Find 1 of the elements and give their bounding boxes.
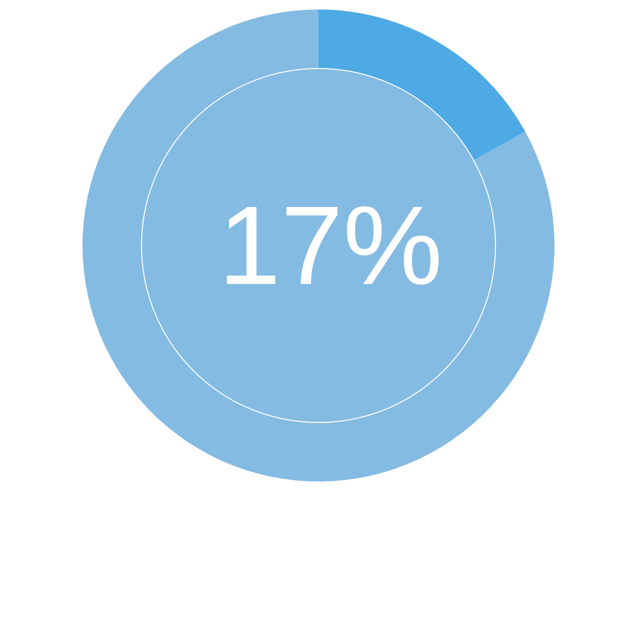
text: 17% [218, 183, 443, 308]
